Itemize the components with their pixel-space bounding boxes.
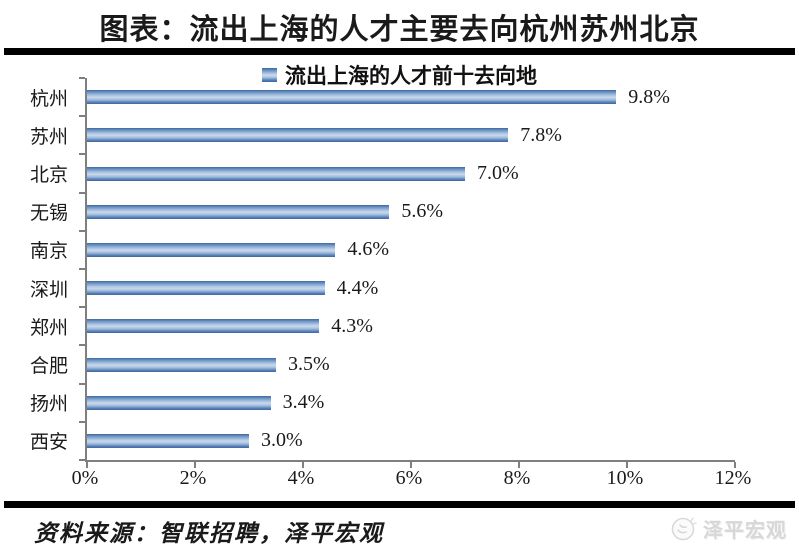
y-axis-tick: [79, 382, 85, 385]
bar-9: [87, 395, 271, 410]
bar-3: [87, 166, 465, 181]
category-label: 无锡: [29, 203, 68, 225]
plot-area: 9.8% 7.8% 7.0% 5.6% 4.6% 4.4% 4.3% 3.5% 3.4% 3.0%: [79, 77, 736, 468]
y-axis-tick: [79, 229, 85, 232]
y-axis-tick: [79, 344, 85, 347]
chart-title: 图表：流出上海的人才主要去向杭州苏州北京: [99, 14, 700, 46]
category-label: 合肥: [29, 356, 68, 378]
y-axis-tick: [79, 459, 85, 461]
bar-value-label: 3.4%: [282, 391, 325, 414]
x-axis-tick-label: 12%: [714, 467, 752, 489]
category-axis-labels: 杭州苏州北京无锡南京深圳郑州合肥扬州西安: [0, 78, 76, 460]
y-axis-tick: [79, 420, 85, 423]
bottom-divider: [4, 501, 795, 508]
bar-row: 4.4%: [87, 269, 735, 307]
x-axis-tick: [517, 462, 520, 468]
bar-2: [87, 128, 509, 143]
category-label: 南京: [29, 241, 68, 263]
bar-row: 5.6%: [87, 193, 735, 231]
x-axis-tick: [193, 462, 196, 468]
bar-6: [87, 281, 325, 296]
bar-value-label: 7.8%: [520, 123, 562, 146]
bar-row: 7.8%: [87, 116, 735, 154]
category-label: 苏州: [29, 126, 68, 148]
bar-5: [87, 242, 336, 257]
bar-row: 4.6%: [87, 231, 735, 269]
watermark-label: 泽平宏观: [703, 520, 787, 542]
bar-1: [87, 90, 617, 105]
x-axis-labels: 0% 2% 4% 6% 8% 10% 12%: [72, 467, 752, 493]
category-label: 北京: [29, 165, 68, 186]
x-axis-tick: [410, 462, 412, 468]
bar-value-label: 3.0%: [261, 429, 303, 452]
x-axis-tick-label: 8%: [503, 467, 531, 489]
x-axis-tick-label: 10%: [606, 467, 644, 489]
bar-value-label: 3.5%: [288, 353, 330, 376]
bar-8: [87, 357, 276, 372]
x-axis-tick-label: 0%: [71, 467, 99, 489]
x-axis-tick-label: 2%: [179, 467, 207, 489]
bar-row: 9.8%: [87, 78, 735, 116]
x-axis-tick: [626, 462, 628, 468]
bar-row: 3.5%: [87, 345, 735, 383]
y-axis-tick: [79, 77, 85, 79]
watermark: 泽平宏观: [670, 514, 787, 543]
top-divider: [4, 48, 795, 55]
y-axis-tick: [79, 268, 85, 270]
category-label: 西安: [29, 432, 68, 454]
bar-value-label: 7.0%: [477, 162, 519, 184]
category-label: 郑州: [29, 317, 68, 339]
source-note: 资料来源：智联招聘，泽平宏观: [34, 521, 384, 546]
category-label: 深圳: [29, 279, 68, 301]
bar-value-label: 9.8%: [628, 85, 670, 108]
bar-10: [87, 433, 249, 448]
x-axis-tick: [86, 462, 88, 468]
x-axis-tick: [301, 462, 304, 468]
bar-value-label: 4.6%: [347, 238, 390, 261]
bar-value-label: 4.4%: [336, 276, 379, 299]
y-axis-tick: [79, 306, 85, 309]
category-label: 扬州: [29, 394, 68, 416]
bar-row: 3.0%: [87, 422, 735, 460]
bar-row: 7.0%: [87, 154, 735, 192]
y-axis-tick: [79, 153, 85, 156]
category-label: 杭州: [29, 88, 68, 110]
chart-legend: 流出上海的人才前十去向地: [0, 63, 799, 88]
legend-swatch-icon: [262, 68, 277, 82]
legend-label: 流出上海的人才前十去向地: [285, 64, 537, 88]
bar-4: [87, 204, 390, 219]
x-axis-tick-label: 6%: [395, 467, 423, 489]
bar-value-label: 4.3%: [331, 314, 373, 337]
zeping-macro-logo-icon: [671, 516, 697, 540]
bar-rows: 9.8% 7.8% 7.0% 5.6% 4.6% 4.4% 4.3% 3.5% 3.4% 3.0%: [87, 78, 735, 460]
bar-row: 4.3%: [87, 307, 735, 345]
bar-value-label: 5.6%: [401, 200, 444, 223]
y-axis-tick: [79, 115, 85, 118]
bar-row: 3.4%: [87, 384, 735, 422]
y-axis-tick: [79, 191, 85, 194]
x-axis-tick: [734, 462, 736, 468]
bar-7: [87, 319, 320, 334]
x-axis-tick-label: 4%: [287, 467, 315, 489]
